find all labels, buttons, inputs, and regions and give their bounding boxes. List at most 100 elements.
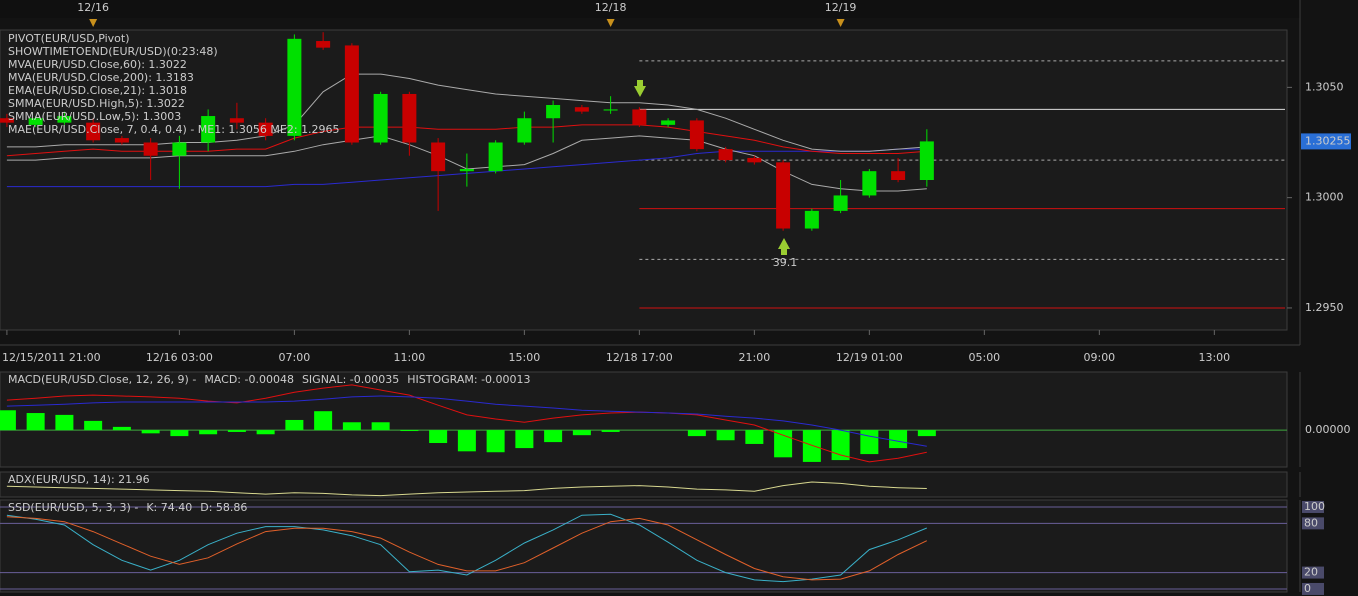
signal-arrow xyxy=(634,80,646,97)
histogram-bar xyxy=(802,430,821,462)
histogram-bar xyxy=(112,426,131,431)
histogram-bar xyxy=(199,430,218,435)
x-tick-label: 11:00 xyxy=(394,351,426,364)
legend-text: SIGNAL: -0.00035 xyxy=(302,373,399,386)
indicator-label: SMMA(EUR/USD.High,5): 1.3022 xyxy=(8,97,185,110)
x-tick-label: 12/18 17:00 xyxy=(606,351,673,364)
indicator-label: MVA(EUR/USD.Close,60): 1.3022 xyxy=(8,58,187,71)
panel xyxy=(0,471,1288,498)
candle-body xyxy=(0,118,14,123)
histogram-bar xyxy=(860,430,879,455)
candle-body xyxy=(574,107,589,112)
top-strip xyxy=(0,0,1300,18)
signal-arrow xyxy=(778,238,790,255)
indicator-line xyxy=(6,516,928,581)
candle-body xyxy=(804,210,819,229)
legend-text: ADX(EUR/USD, 14): 21.96 xyxy=(8,473,150,486)
x-tick-label: 07:00 xyxy=(279,351,311,364)
indicator-label: SHOWTIMETOEND(EUR/USD)(0:23:48) xyxy=(8,45,218,58)
y-tick-label: 0 xyxy=(1304,582,1311,595)
histogram-bar xyxy=(227,430,246,432)
y-tick-label: 20 xyxy=(1304,566,1318,579)
y-tick-label: 100 xyxy=(1304,500,1325,513)
panel xyxy=(0,29,1288,331)
y-tick-label: 0.00000 xyxy=(1305,423,1351,436)
histogram-bar xyxy=(342,422,361,431)
indicator-label: PIVOT(EUR/USD,Pivot) xyxy=(8,32,130,45)
panel xyxy=(0,499,1288,593)
candle-body xyxy=(431,142,446,172)
histogram-bar xyxy=(84,420,103,431)
candle-body xyxy=(28,118,43,125)
histogram-bar xyxy=(687,430,706,437)
histogram-bar xyxy=(716,430,735,441)
indicator-line xyxy=(6,384,927,463)
candle-body xyxy=(689,120,704,150)
tick-box xyxy=(1302,566,1324,579)
indicator-line xyxy=(6,124,927,157)
histogram-bar xyxy=(0,410,16,431)
histogram-bar xyxy=(889,430,908,449)
x-tick-label: 12/16 03:00 xyxy=(146,351,213,364)
legend-text: K: 74.40 xyxy=(146,501,192,514)
candle-body xyxy=(488,142,503,172)
histogram-bar xyxy=(831,430,850,461)
date-marker: 12/16 xyxy=(77,1,109,14)
indicator-line xyxy=(6,513,927,583)
date-marker: 12/18 xyxy=(595,1,627,14)
candle-body xyxy=(862,171,877,196)
y-tick-label: 1.3000 xyxy=(1305,191,1344,204)
legend-text: HISTOGRAM: -0.00013 xyxy=(407,373,530,386)
candle-body xyxy=(86,122,101,141)
x-tick-label: 13:00 xyxy=(1198,351,1230,364)
histogram-bar xyxy=(400,430,419,432)
histogram-bar xyxy=(917,430,936,437)
histogram-bar xyxy=(371,422,390,431)
candle-body xyxy=(287,38,302,136)
legend-text: MACD(EUR/USD.Close, 12, 26, 9) - xyxy=(8,373,196,386)
x-tick-label: 09:00 xyxy=(1083,351,1115,364)
candle-body xyxy=(517,118,532,143)
panel xyxy=(0,371,1288,468)
marker-triangle xyxy=(89,19,98,27)
tick-box xyxy=(1302,517,1324,530)
legend-text: D: 58.86 xyxy=(200,501,247,514)
indicator-label: SMMA(EUR/USD.Low,5): 1.3003 xyxy=(8,110,181,123)
candle-body xyxy=(373,93,388,143)
x-tick-label: 15:00 xyxy=(509,351,541,364)
candle-body xyxy=(747,157,762,163)
candle-body xyxy=(344,45,359,143)
histogram-bar xyxy=(55,414,74,431)
candle-body xyxy=(459,168,474,172)
histogram-bar xyxy=(486,430,505,453)
histogram-bar xyxy=(285,419,304,431)
candle-body xyxy=(229,118,244,123)
indicator-label: EMA(EUR/USD.Close,21): 1.3018 xyxy=(8,84,187,97)
tick-box xyxy=(1302,582,1324,595)
candle-body xyxy=(718,149,733,161)
indicator-label: MAE(EUR/USD.Close, 7, 0.4, 0.4) - ME1: 1… xyxy=(8,123,340,136)
histogram-bar xyxy=(515,430,534,449)
histogram-bar xyxy=(457,430,476,452)
histogram-bar xyxy=(26,413,45,431)
histogram-bar xyxy=(745,430,764,444)
marker-triangle xyxy=(836,19,845,27)
histogram-bar xyxy=(572,430,591,436)
histogram-bar xyxy=(170,430,189,437)
indicator-line xyxy=(6,73,927,152)
x-tick-label: 12/19 01:00 xyxy=(836,351,903,364)
indicator-line xyxy=(6,481,927,497)
x-tick-label: 12/15/2011 21:00 xyxy=(2,351,101,364)
x-tick-label: 21:00 xyxy=(739,351,771,364)
y-tick-label: 80 xyxy=(1304,516,1318,529)
y-tick-label: 1.2950 xyxy=(1305,301,1344,314)
last-price-label: 1.30255 xyxy=(1305,134,1351,147)
last-price-box xyxy=(1301,133,1351,150)
candle-body xyxy=(172,142,187,156)
indicator-line xyxy=(6,395,927,447)
histogram-bar xyxy=(774,430,793,458)
legend-text: SSD(EUR/USD, 5, 3, 3) - xyxy=(8,501,138,514)
candle-body xyxy=(258,122,273,136)
candle-body xyxy=(114,138,129,143)
